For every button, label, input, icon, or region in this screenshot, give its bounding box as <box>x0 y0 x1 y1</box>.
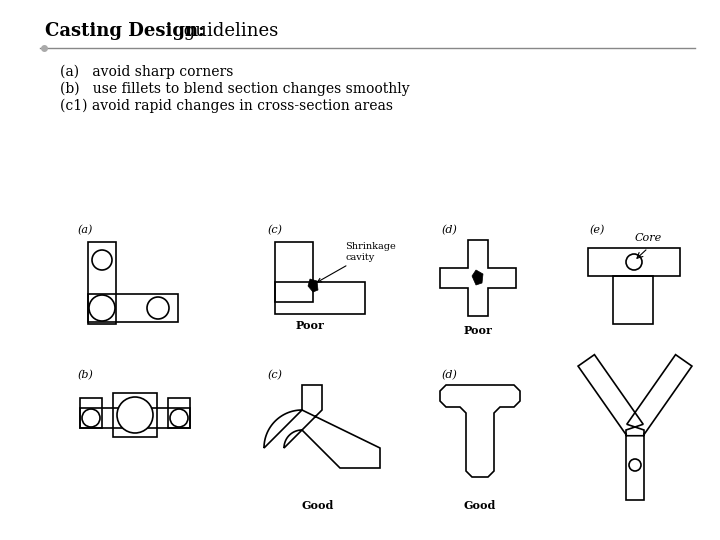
Bar <box>80 408 190 428</box>
Text: Casting Design:: Casting Design: <box>45 22 204 40</box>
Text: (c): (c) <box>268 225 283 235</box>
Circle shape <box>92 250 112 270</box>
Polygon shape <box>578 355 692 500</box>
Text: (d): (d) <box>442 370 458 380</box>
Text: Poor: Poor <box>464 325 492 336</box>
Circle shape <box>170 409 188 427</box>
Circle shape <box>117 397 153 433</box>
Bar <box>275 282 365 314</box>
Circle shape <box>89 295 115 321</box>
Text: guidelines: guidelines <box>178 22 278 40</box>
Text: Good: Good <box>464 500 496 511</box>
Polygon shape <box>308 279 318 292</box>
Polygon shape <box>264 385 380 468</box>
Bar <box>168 398 190 428</box>
Bar <box>113 393 157 437</box>
Text: (c1) avoid rapid changes in cross-section areas: (c1) avoid rapid changes in cross-sectio… <box>60 99 393 113</box>
Circle shape <box>629 459 641 471</box>
Polygon shape <box>440 385 520 477</box>
Bar <box>80 398 102 428</box>
Bar <box>613 276 653 324</box>
Text: Core: Core <box>634 233 662 243</box>
Polygon shape <box>472 270 483 285</box>
Circle shape <box>626 254 642 270</box>
Circle shape <box>82 409 100 427</box>
Bar <box>88 242 116 324</box>
Bar <box>88 294 178 322</box>
Text: (e): (e) <box>590 225 606 235</box>
Text: (a)   avoid sharp corners: (a) avoid sharp corners <box>60 65 233 79</box>
Bar <box>275 242 313 302</box>
Text: Poor: Poor <box>296 320 325 331</box>
Text: (a): (a) <box>78 225 94 235</box>
Bar <box>588 248 680 276</box>
Text: (c): (c) <box>268 370 283 380</box>
Circle shape <box>147 297 169 319</box>
Text: Shrinkage
cavity: Shrinkage cavity <box>318 242 396 282</box>
Text: (b): (b) <box>78 370 94 380</box>
Text: Good: Good <box>302 500 334 511</box>
Text: (b)   use fillets to blend section changes smoothly: (b) use fillets to blend section changes… <box>60 82 410 97</box>
Polygon shape <box>440 240 516 316</box>
Text: (d): (d) <box>442 225 458 235</box>
